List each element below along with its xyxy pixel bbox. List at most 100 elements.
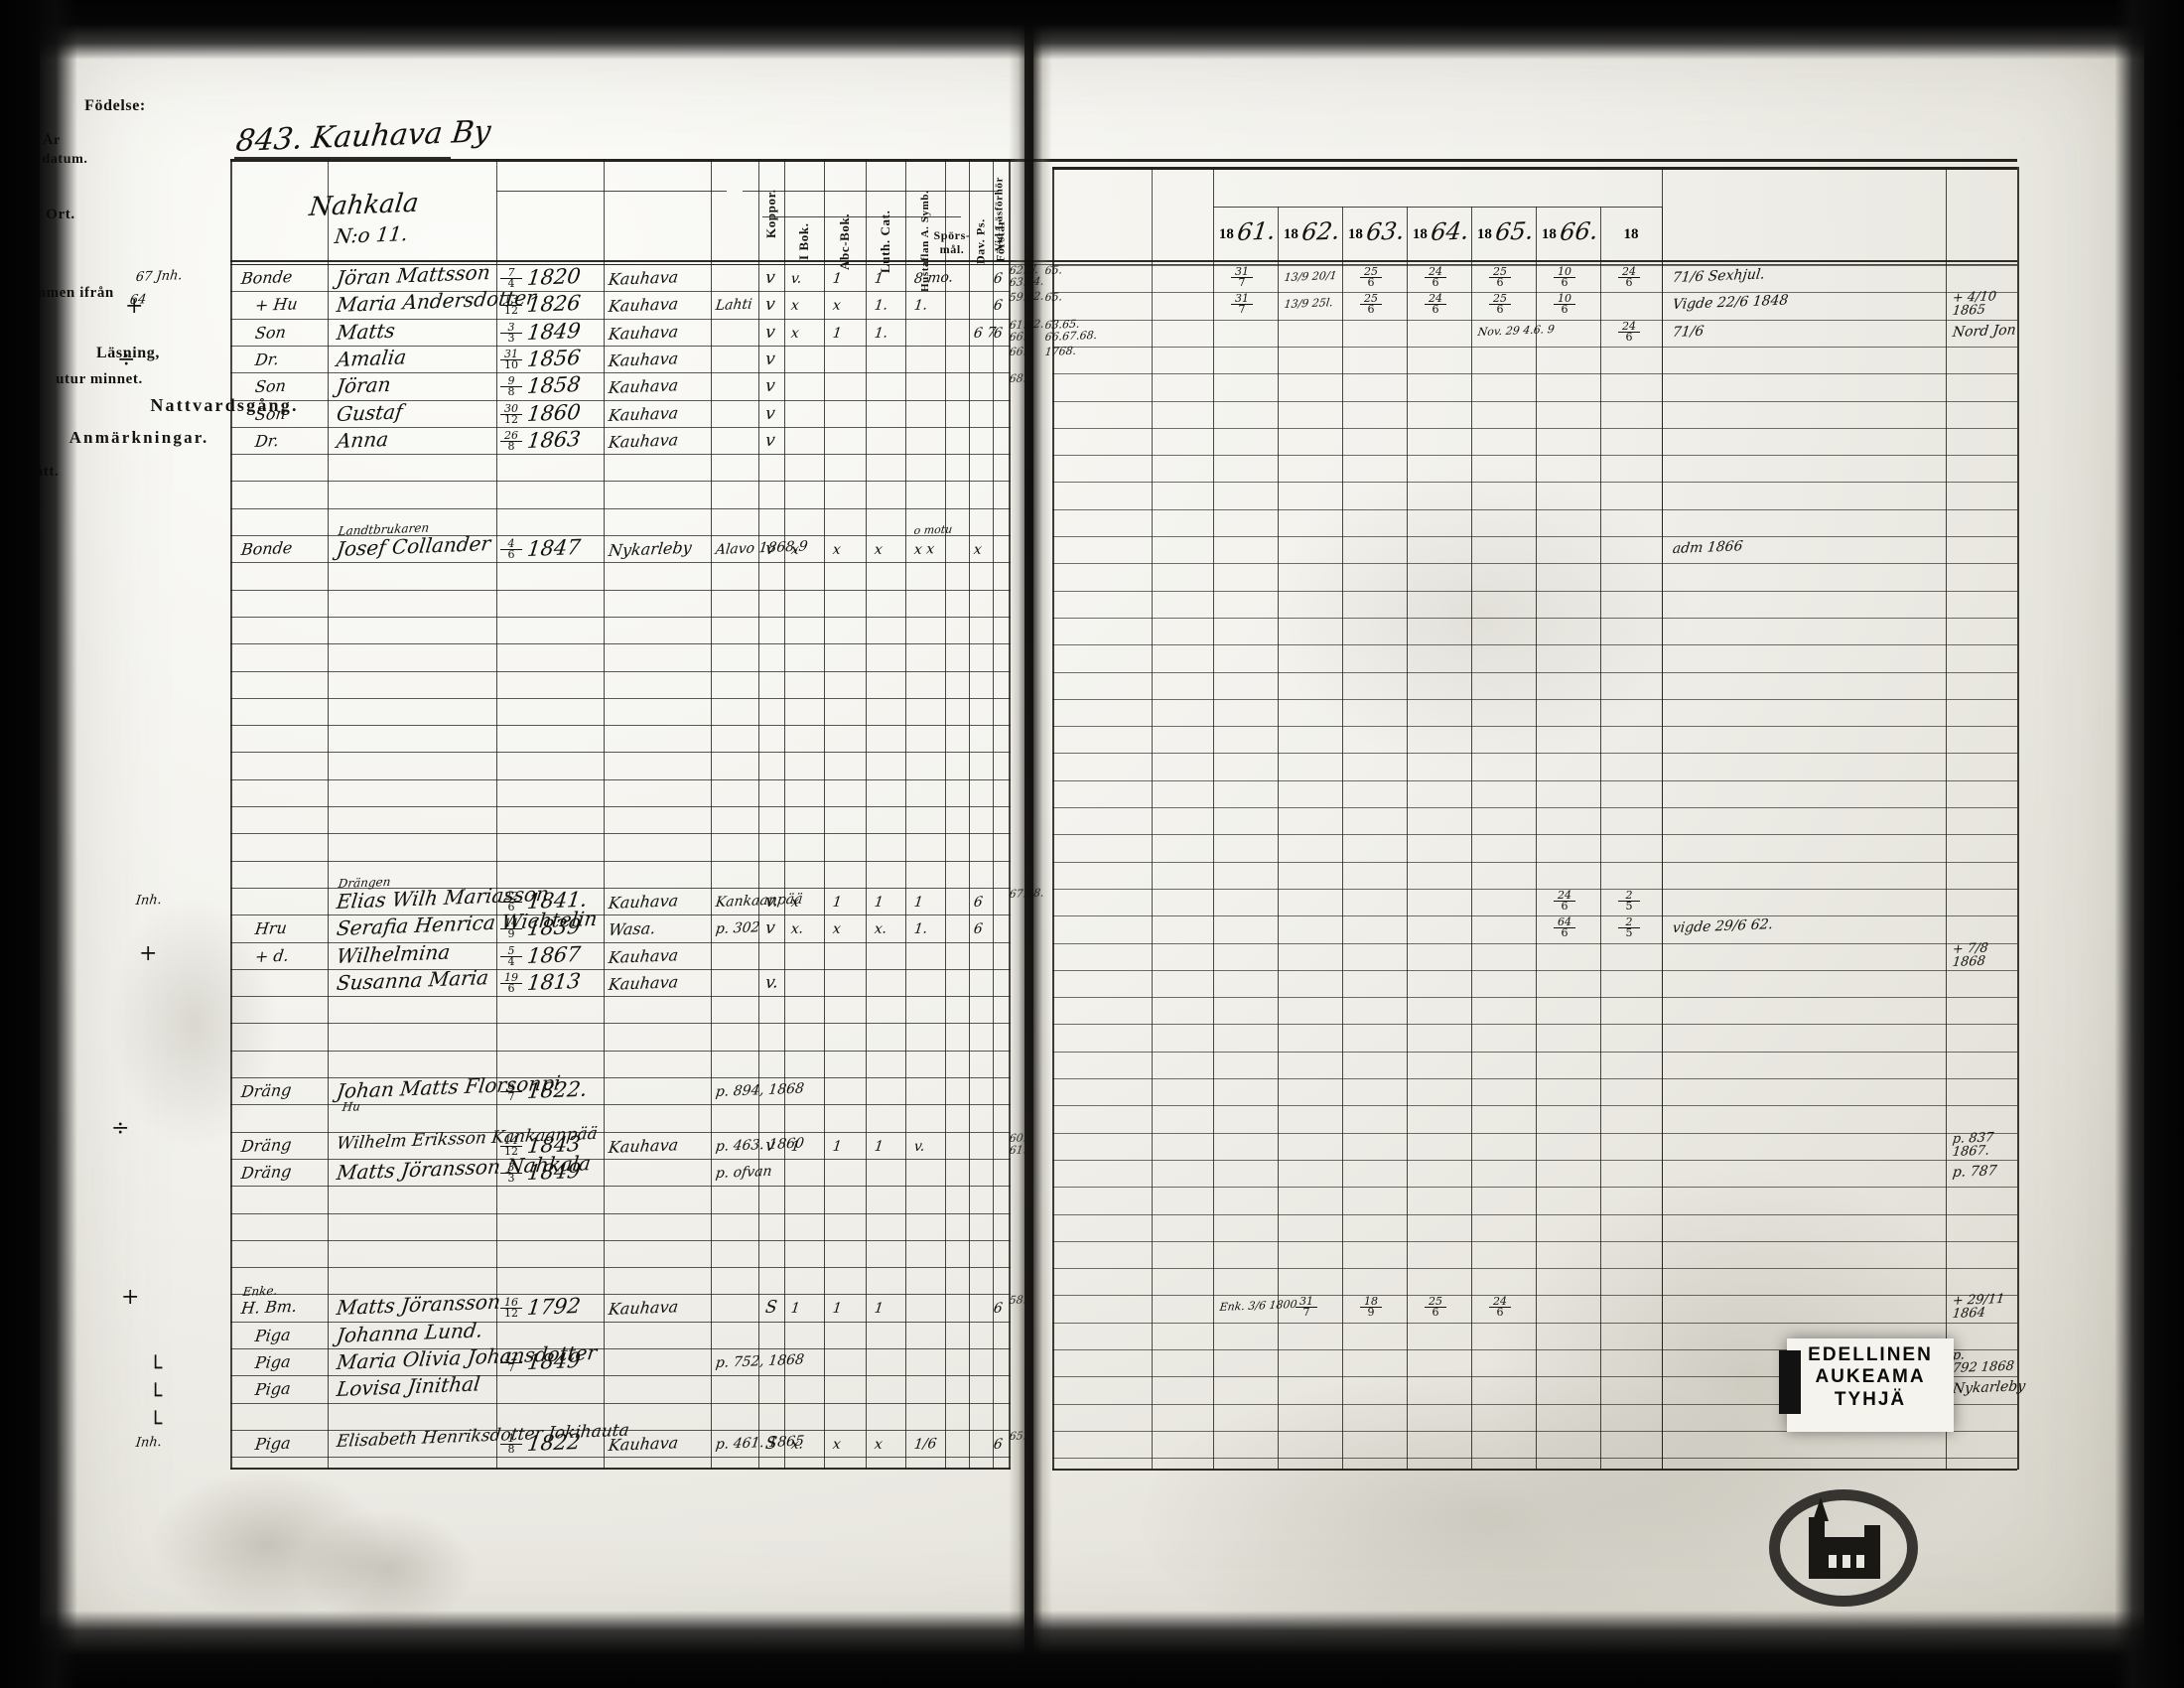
birth-place: Kauhava (607, 972, 680, 994)
year-header-4: 18 64. (1407, 212, 1471, 256)
communion-date: 31 7 (1296, 1296, 1317, 1318)
header-birth-group: Födelse: (84, 97, 146, 114)
row-rule (230, 1104, 1011, 1106)
year-suffix: 65. (1493, 216, 1536, 247)
relation-label: Piga (253, 1378, 292, 1400)
year-header-3: 18 63. (1342, 212, 1407, 256)
row-rule (1052, 698, 2017, 700)
reading-mark-abc: x (789, 541, 800, 559)
column-rule (711, 159, 712, 1470)
reading-mark-abc: 1 (789, 1138, 801, 1155)
birth-date-fraction: 14 12 (500, 1135, 522, 1157)
reading-mark-spors: 1 (912, 894, 924, 911)
birth-year: 1863 (525, 426, 583, 453)
column-rule (1946, 167, 1947, 1470)
row-rule (230, 1023, 1011, 1025)
row-rule (1052, 969, 2017, 971)
margin-symbol: └ (149, 1356, 163, 1381)
person-name: Jöran (335, 371, 393, 399)
communion-date: 24 6 (1618, 321, 1640, 343)
header-abc-label: Abc-Bok. (837, 212, 852, 270)
birth-year: 1849 (525, 1347, 583, 1375)
birth-year: 1856 (525, 345, 583, 371)
scan-edge-right (2115, 0, 2184, 1688)
row-rule (230, 372, 1011, 374)
year-column-rule (1536, 207, 1537, 1470)
margin-symbol: + (139, 941, 158, 966)
smallpox-mark: v (763, 349, 776, 369)
birth-place: Kauhava (607, 375, 680, 398)
row-rule (230, 778, 1011, 780)
header-book-label: I Bok. (796, 222, 811, 260)
come-from: p. 752, 1868 (714, 1351, 805, 1372)
birth-year: 1849 (525, 318, 583, 345)
relation-label: Piga (253, 1433, 292, 1454)
row-rule (1052, 590, 2017, 592)
header-rule (743, 191, 999, 192)
smallpox-mark: v (763, 375, 776, 397)
person-name: Matts Jöransson (335, 1289, 502, 1321)
column-rule (866, 159, 867, 1470)
row-rule (230, 1402, 1011, 1404)
row-rule (1052, 1295, 2017, 1297)
row-rule (1052, 997, 2017, 999)
table-border-top-right (1052, 167, 2017, 170)
communion-date: 64 6 (1554, 916, 1575, 938)
tillstades-mark: 66.67.68. (1043, 328, 1098, 344)
archive-stamp-line3: TYHJÄ (1834, 1388, 1907, 1410)
person-name: Wilhelmina (335, 938, 452, 968)
person-name: Jöran Mattsson (335, 259, 492, 291)
header-spors-l1: Spörs- (933, 227, 971, 242)
row-rule (230, 318, 1011, 320)
communion-date: 31 7 (1231, 266, 1253, 288)
reading-mark-hustafl: 1 (873, 1138, 885, 1155)
row-rule (1052, 644, 2017, 646)
row-rule (1052, 726, 2017, 728)
archive-stamp-tab (1779, 1350, 1801, 1414)
row-rule (1052, 400, 2017, 402)
seal-tower (1809, 1517, 1825, 1579)
departed-note: 792 1868 (1951, 1358, 2015, 1377)
row-rule (230, 996, 1011, 998)
row-rule (1052, 1187, 2017, 1189)
relation-label: Bonde (239, 266, 294, 289)
birth-year: 1867 (525, 941, 583, 968)
reading-mark-cat: x (831, 541, 842, 559)
person-name: Josef Collander (335, 530, 492, 562)
header-remarks: Anmärkningar. (68, 428, 209, 447)
year-column-rule (1213, 167, 1214, 1470)
year-prefix: 18 (1476, 225, 1492, 242)
header-bottom-rule (230, 260, 2017, 262)
header-spors-l2: mål. (939, 242, 965, 256)
relation-label: Hru (253, 917, 289, 939)
birth-date-fraction: 16 12 (500, 1297, 522, 1319)
birth-year: 1813 (525, 968, 583, 995)
header-spors-label: Spörs-mål. (933, 222, 971, 262)
row-rule (230, 1050, 1011, 1052)
row-rule (230, 264, 1011, 265)
margin-symbol: └ (149, 1412, 163, 1437)
smallpox-mark: v (763, 1135, 776, 1156)
relation-label: Dr. (253, 430, 280, 451)
row-rule (1052, 1349, 2017, 1350)
row-rule (230, 833, 1011, 835)
row-rule (230, 426, 1011, 428)
communion-date: 25 6 (1360, 266, 1382, 288)
birth-place: Kauhava (607, 294, 680, 317)
person-name: Gustaf (335, 398, 405, 426)
margin-note: Inh. (134, 1434, 163, 1451)
table-border-top (230, 159, 2017, 162)
year-suffix: 62. (1299, 216, 1342, 247)
row-rule (1052, 834, 2017, 836)
reading-mark-hustafl: 1 (873, 894, 885, 911)
reading-mark-hustafl: 1 (873, 270, 885, 288)
column-rule (993, 159, 994, 1470)
birth-place: Kauhava (607, 1134, 680, 1157)
smallpox-mark: v. (763, 891, 780, 912)
table-border-bottom (1052, 1469, 2017, 1471)
table-border-bottom (230, 1468, 1011, 1470)
reading-mark-cat: 1 (831, 270, 843, 288)
